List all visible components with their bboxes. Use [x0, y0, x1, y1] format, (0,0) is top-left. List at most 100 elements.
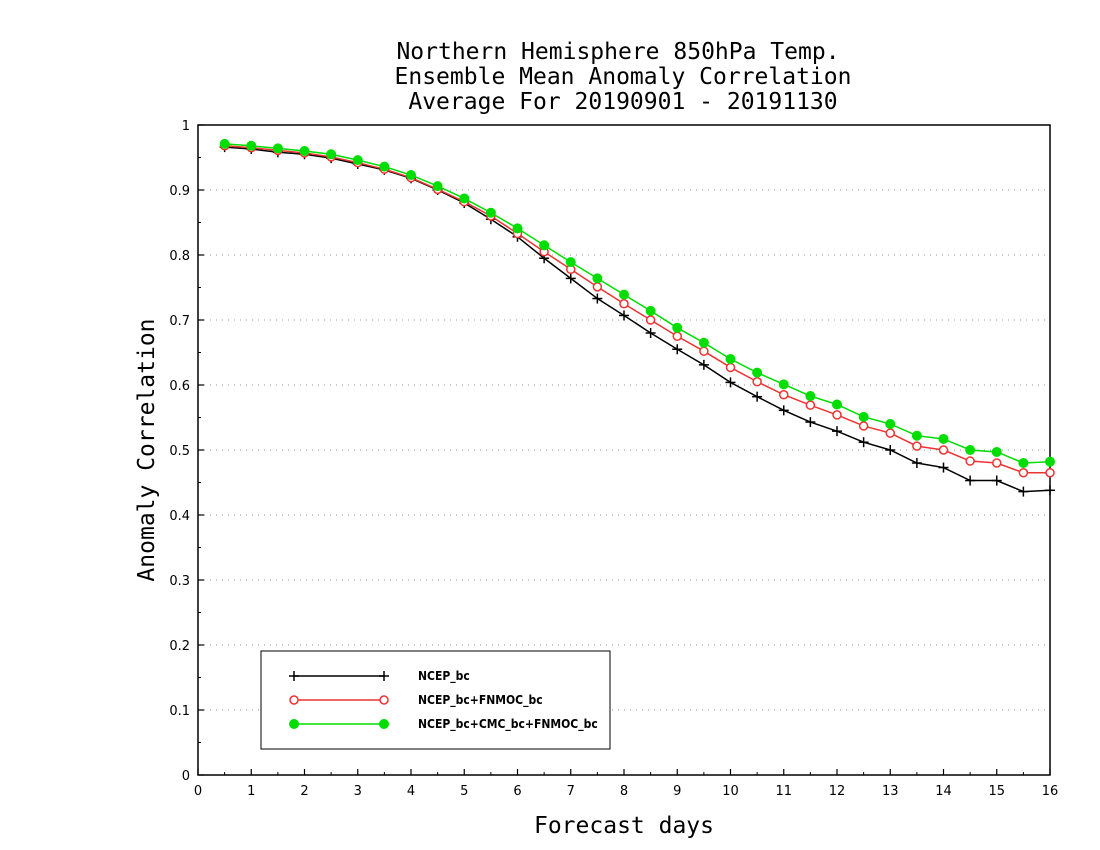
data-point: [991, 446, 1002, 457]
data-point: [619, 299, 629, 309]
y-tick-label: 0.7: [169, 314, 190, 329]
y-tick-label: 0.6: [169, 379, 190, 394]
gridlines: [198, 189, 1050, 711]
data-point: [832, 426, 842, 437]
x-axis-label: Forecast days: [534, 813, 714, 839]
x-tick-label: 1: [247, 784, 255, 799]
data-point: [699, 346, 709, 356]
data-point: [1018, 458, 1029, 468]
data-point: [805, 417, 816, 428]
y-tick-label: 0.5: [169, 444, 190, 459]
y-tick-label: 0.4: [169, 509, 190, 524]
legend-marker: [289, 695, 299, 705]
data-point: [592, 282, 603, 292]
data-point: [512, 223, 523, 234]
x-tick-label: 15: [988, 784, 1005, 799]
data-point: [779, 390, 789, 400]
data-point: [1045, 485, 1055, 496]
data-point: [672, 331, 682, 341]
x-tick-label: 5: [460, 784, 468, 799]
data-point: [272, 143, 283, 154]
data-point: [858, 437, 869, 448]
legend-label: NCEP_bc: [418, 669, 470, 684]
data-point: [1045, 456, 1055, 467]
series-line: [224, 143, 1051, 464]
x-tick-label: 12: [829, 784, 846, 799]
data-point: [725, 354, 736, 364]
data-point: [725, 362, 736, 373]
chart-title: Northern Hemisphere 850hPa Temp. Ensembl…: [395, 39, 852, 115]
data-point: [805, 400, 816, 410]
y-tick-label: 0.1: [169, 704, 190, 719]
data-point: [672, 322, 683, 333]
data-point: [698, 359, 709, 370]
y-tick-label: 0.9: [169, 184, 190, 199]
data-point: [992, 458, 1002, 468]
data-point: [912, 441, 922, 451]
y-tick-label: 0: [182, 769, 190, 784]
series-line: [224, 146, 1051, 493]
data-point: [911, 458, 922, 468]
data-point: [619, 289, 629, 300]
data-point: [619, 310, 629, 321]
data-point: [938, 433, 949, 444]
y-tick-label: 1: [182, 119, 190, 134]
series-1: [219, 142, 1055, 497]
data-point: [406, 170, 416, 181]
data-point: [752, 391, 763, 402]
legend-marker: [289, 719, 299, 729]
data-point: [778, 405, 789, 416]
axes: 00.10.20.30.40.50.60.70.80.910 1 2 3 4 5 6 7 8 9 1…: [169, 119, 1058, 799]
series-3: [219, 138, 1055, 468]
data-point: [885, 428, 895, 438]
data-point: [1018, 468, 1029, 478]
data-point: [299, 146, 310, 156]
data-point: [858, 411, 869, 422]
data-point: [539, 240, 550, 251]
data-point: [858, 421, 869, 431]
data-point: [645, 328, 656, 338]
data-point: [938, 445, 949, 455]
x-tick-label: 16: [1042, 784, 1059, 799]
y-tick-label: 0.3: [169, 574, 190, 589]
data-point: [778, 379, 789, 390]
data-point: [672, 344, 683, 355]
x-tick-label: 8: [620, 784, 628, 799]
series-lines: [219, 138, 1055, 497]
data-point: [885, 419, 896, 429]
data-point: [246, 140, 257, 151]
title-line-1: Northern Hemisphere 850hPa Temp.: [396, 39, 839, 65]
legend-entry: NCEP_bc+CMC_bc+FNMOC_bc: [289, 717, 598, 732]
x-tick-label: 10: [722, 784, 739, 799]
data-point: [565, 273, 576, 284]
legend: NCEP_bc NCEP_bc+FNMOC_bc NCEP_bc+CMC_bc+FN…: [260, 650, 611, 750]
data-point: [326, 149, 337, 160]
y-axis-label: Anomaly Correlation: [134, 318, 160, 581]
data-point: [911, 430, 922, 441]
x-tick-label: 7: [567, 784, 575, 799]
x-tick-label: 3: [354, 784, 362, 799]
data-point: [1045, 468, 1055, 478]
data-point: [698, 337, 709, 348]
y-tick-label: 0.8: [169, 249, 190, 264]
data-point: [832, 399, 842, 410]
data-point: [459, 193, 470, 204]
legend-label: NCEP_bc+CMC_bc+FNMOC_bc: [418, 717, 598, 732]
legend-entry: NCEP_bc+FNMOC_bc: [289, 693, 543, 708]
legend-label: NCEP_bc+FNMOC_bc: [418, 693, 543, 708]
x-tick-label: 2: [300, 784, 308, 799]
data-point: [645, 305, 656, 316]
data-point: [885, 445, 896, 455]
x-tick-label: 13: [882, 784, 899, 799]
data-point: [432, 181, 443, 192]
data-point: [379, 161, 390, 172]
data-point: [219, 138, 230, 149]
title-line-2: Ensemble Mean Anomaly Correlation: [395, 64, 852, 90]
x-tick-label: 0: [194, 784, 202, 799]
data-point: [752, 367, 763, 378]
legend-marker: [289, 671, 299, 681]
legend-marker: [379, 719, 389, 729]
data-point: [938, 462, 949, 473]
legend-entry: NCEP_bc: [289, 669, 470, 684]
